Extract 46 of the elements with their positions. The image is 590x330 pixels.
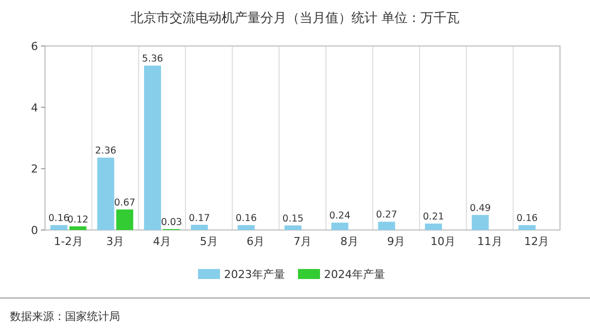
x-tick-label: 10月 — [430, 235, 456, 248]
x-tick-label: 6月 — [246, 235, 265, 248]
data-label: 0.16 — [236, 213, 257, 224]
x-tick-label: 5月 — [200, 235, 218, 248]
y-tick-label: 6 — [31, 40, 38, 53]
bar — [284, 225, 302, 230]
bar — [50, 225, 68, 230]
data-label: 0.16 — [48, 213, 70, 224]
legend-label: 2023年产量 — [224, 268, 285, 281]
x-tick-label: 12月 — [524, 235, 550, 248]
bar — [144, 66, 162, 230]
y-tick-label: 4 — [31, 101, 38, 114]
data-label: 0.15 — [282, 213, 304, 224]
y-tick-label: 0 — [31, 224, 38, 237]
x-tick-label: 9月 — [387, 235, 406, 248]
data-label: 0.16 — [516, 213, 538, 224]
bar — [518, 225, 536, 230]
data-label: 2.36 — [95, 146, 116, 157]
bar — [331, 222, 348, 230]
data-label: 0.24 — [329, 210, 350, 222]
bar — [472, 214, 489, 230]
bar — [97, 158, 114, 230]
bar — [424, 224, 442, 230]
x-tick-label: 8月 — [340, 235, 358, 248]
bar — [69, 226, 86, 230]
x-tick-label: 11月 — [477, 235, 502, 248]
data-label: 0.49 — [470, 202, 491, 214]
x-tick-label: 4月 — [153, 235, 172, 248]
legend-label: 2024年产量 — [324, 268, 385, 281]
data-label: 0.17 — [188, 212, 210, 224]
chart-title: 北京市交流电动机产量分月（当月值）统计 单位：万千瓦 — [130, 10, 460, 26]
bar — [190, 224, 208, 230]
x-tick-label: 3月 — [106, 235, 124, 248]
data-label: 0.27 — [376, 210, 398, 221]
data-label: 0.03 — [160, 217, 182, 228]
y-tick-label: 2 — [31, 162, 38, 176]
bar — [116, 209, 134, 230]
source-note: 数据来源：国家统计局 — [10, 310, 120, 323]
bar — [238, 225, 255, 230]
bar — [378, 222, 396, 230]
x-tick-label: 1-2月 — [54, 235, 83, 248]
data-label: 0.12 — [67, 214, 88, 226]
x-tick-label: 7月 — [294, 235, 312, 248]
data-label: 0.67 — [114, 197, 136, 208]
data-label: 0.21 — [422, 212, 444, 223]
data-label: 5.36 — [142, 54, 164, 65]
